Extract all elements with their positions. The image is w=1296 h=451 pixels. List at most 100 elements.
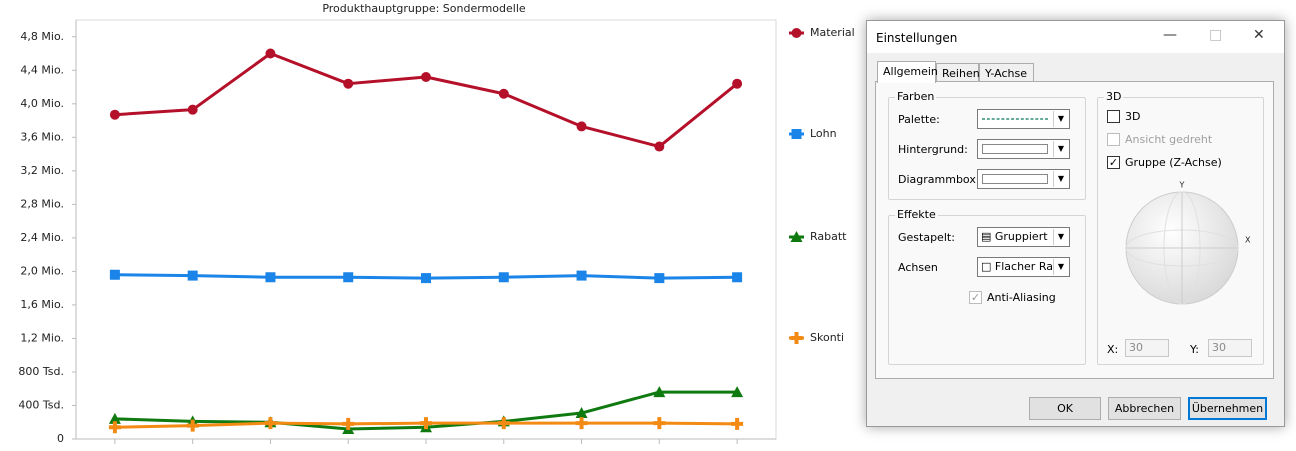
point	[109, 109, 120, 120]
point	[108, 421, 121, 434]
label: Gestapelt:	[898, 231, 955, 244]
checkbox[interactable]: ✓	[1107, 156, 1120, 169]
label: Diagrammbox:	[898, 173, 980, 186]
y-tick-label: 800 Tsd.	[18, 365, 64, 378]
checkbox-label: Ansicht gedreht	[1125, 133, 1213, 146]
point	[498, 88, 509, 99]
point	[420, 417, 432, 430]
apply-button[interactable]: Übernehmen	[1188, 397, 1267, 420]
point	[732, 78, 743, 89]
point	[265, 48, 276, 59]
legend-label: Lohn	[810, 127, 837, 140]
point	[732, 272, 743, 283]
palette-combo[interactable]: ▼	[977, 109, 1070, 129]
plot-frame	[75, 19, 777, 440]
checkbox-label: 3D	[1125, 110, 1141, 123]
group-title: Effekte	[895, 208, 938, 221]
point	[791, 28, 802, 38]
spin-value: 30	[1129, 341, 1143, 354]
label: Achsen	[898, 261, 938, 274]
chart-title: Produkthauptgruppe: Sondermodelle	[322, 2, 526, 15]
y-tick-label: 1,2 Mio.	[20, 331, 64, 344]
y-tick-label: 3,2 Mio.	[20, 164, 64, 177]
label: Palette:	[898, 113, 940, 126]
checkbox	[1107, 133, 1120, 146]
legend-label: Material	[810, 26, 855, 39]
point	[343, 78, 354, 89]
tab-panel: Farben Palette: ▼ Hintergrund: ▼ Diagram…	[875, 81, 1274, 379]
point	[653, 386, 666, 398]
y-spinner: 30	[1208, 339, 1252, 357]
group-title: Farben	[895, 90, 937, 103]
close-button[interactable]: ✕	[1253, 27, 1265, 43]
chartbox-combo[interactable]: ▼	[977, 169, 1070, 189]
point	[790, 231, 803, 242]
tab[interactable]: Allgemein	[877, 61, 938, 83]
group-title: 3D	[1104, 90, 1124, 103]
label: X:	[1107, 343, 1119, 356]
tab[interactable]: Y-Achse	[979, 63, 1034, 82]
spin-value: 30	[1212, 341, 1226, 354]
combo-value: □ Flacher Ra	[981, 260, 1053, 273]
label: Hintergrund:	[898, 143, 968, 156]
checkbox: ✓	[969, 291, 982, 304]
minimize-button[interactable]: —	[1163, 27, 1177, 43]
combo-text: Gruppiert	[994, 230, 1048, 243]
point	[575, 407, 588, 419]
tab[interactable]: Reihen	[936, 63, 980, 82]
checkbox-label: Anti-Aliasing	[987, 291, 1056, 304]
y-tick-label: 2,0 Mio.	[20, 264, 64, 277]
point	[576, 121, 587, 132]
y-tick-label: 4,8 Mio.	[20, 30, 64, 43]
legend-label: Skonti	[810, 331, 844, 344]
point	[421, 273, 431, 284]
axes-combo[interactable]: □ Flacher Ra ▼	[977, 257, 1070, 277]
point	[653, 417, 666, 430]
y-tick-label: 1,6 Mio.	[20, 298, 64, 311]
point	[575, 417, 588, 430]
y-tick-label: 4,4 Mio.	[20, 63, 64, 76]
y-tick-label: 400 Tsd.	[18, 398, 64, 411]
point	[109, 269, 120, 280]
group-box: 3D 3D Ansicht gedreht ✓ Gruppe (Z-Achse)…	[1097, 90, 1264, 365]
point	[791, 129, 802, 139]
y-tick-label: 3,6 Mio.	[20, 130, 64, 143]
chart: Produkthauptgruppe: Sondermodelle 0 400 T…	[18, 2, 855, 445]
point	[342, 417, 355, 430]
label: Y:	[1190, 343, 1199, 356]
point	[343, 272, 354, 283]
dialog-title: Einstellungen	[876, 31, 958, 45]
point	[576, 270, 587, 281]
point	[187, 270, 198, 281]
checkbox-label: Gruppe (Z-Achse)	[1125, 156, 1222, 169]
maximize-button: □	[1209, 27, 1223, 43]
point	[187, 104, 198, 115]
point	[731, 417, 744, 430]
point	[421, 71, 431, 82]
combo-value: ▤ Gruppiert	[981, 230, 1048, 243]
checkbox[interactable]	[1107, 110, 1120, 123]
y-tick-label: 2,4 Mio.	[20, 231, 64, 244]
cancel-button[interactable]: Abbrechen	[1108, 397, 1181, 420]
point	[264, 417, 277, 430]
group-box: Effekte Gestapelt: ▤ Gruppiert ▼ Achsen □…	[888, 208, 1086, 365]
rotation-sphere: Y X	[1125, 181, 1251, 305]
title-bar: Einstellungen — □ ✕	[867, 21, 1284, 53]
y-tick-label: 4,0 Mio.	[20, 97, 64, 110]
x-spinner: 30	[1125, 339, 1169, 357]
point	[265, 272, 276, 283]
axis-letter: Y	[1179, 181, 1185, 190]
ok-button[interactable]: OK	[1029, 397, 1101, 420]
legend-label: Rabatt	[810, 230, 847, 243]
y-tick-label: 2,8 Mio.	[20, 197, 64, 210]
point	[498, 272, 509, 283]
y-tick-label: 0	[57, 432, 64, 445]
point	[790, 332, 803, 344]
point	[108, 412, 121, 424]
background-combo[interactable]: ▼	[977, 139, 1070, 159]
series-line	[114, 52, 739, 149]
point	[731, 386, 744, 398]
stacked-combo[interactable]: ▤ Gruppiert ▼	[977, 227, 1070, 247]
point	[186, 419, 199, 432]
